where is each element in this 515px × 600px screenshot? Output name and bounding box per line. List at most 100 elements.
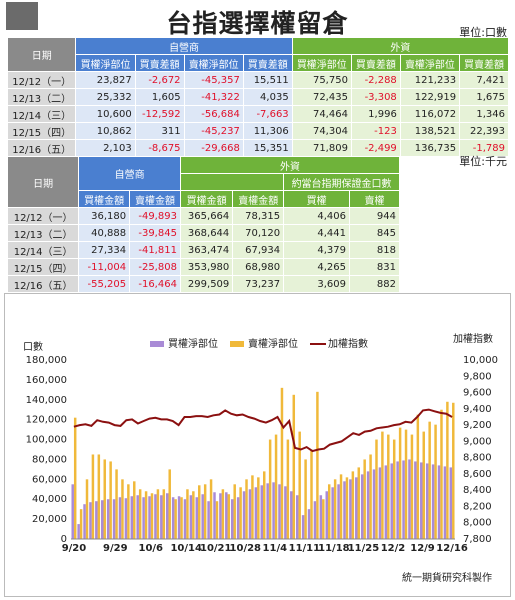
table-cell: -45,357 bbox=[183, 71, 244, 89]
table-cell: 944 bbox=[349, 207, 400, 225]
column-header: 買權 bbox=[283, 190, 351, 208]
table-cell: -55,205 bbox=[78, 275, 131, 293]
bar-put-net bbox=[339, 474, 343, 539]
y2-tick-label: 9,200 bbox=[463, 420, 492, 431]
y-tick-label: 160,000 bbox=[26, 375, 67, 386]
bar-call-net bbox=[225, 492, 228, 539]
y2-tick-label: 9,800 bbox=[463, 371, 492, 382]
bar-put-net bbox=[322, 499, 325, 539]
bar-put-net bbox=[150, 493, 154, 539]
legend-label: 買權淨部位 bbox=[168, 337, 218, 350]
y2-tick-label: 8,800 bbox=[463, 453, 492, 464]
group-header: 外資 bbox=[179, 156, 401, 174]
table-row: 12/13（二） 40,888 -39,845 368,644 70,120 4,441 8… bbox=[6, 224, 400, 242]
table-cell: 15,351 bbox=[242, 139, 293, 157]
x-tick-label: 11/18 bbox=[318, 543, 350, 554]
bar-put-net bbox=[404, 429, 408, 539]
bar-call-net bbox=[124, 498, 128, 539]
y-axis-label: 口數 bbox=[23, 340, 43, 353]
bar-call-net bbox=[248, 489, 252, 539]
bar-put-net bbox=[416, 414, 420, 539]
table-cell: 78,315 bbox=[232, 207, 285, 225]
bar-call-net bbox=[378, 467, 382, 539]
table-row: 12/12（一） 36,180 -49,893 365,664 78,315 4,406 9… bbox=[6, 207, 400, 225]
bar-put-net bbox=[127, 484, 130, 539]
x-tick-label: 9/20 bbox=[62, 543, 87, 554]
table-cell: 4,035 bbox=[242, 88, 293, 106]
table-cell: 15,511 bbox=[242, 71, 293, 89]
table-cell: 27,334 bbox=[78, 241, 131, 259]
bar-call-net bbox=[130, 496, 134, 539]
date-cell: 12/14（三） bbox=[6, 105, 77, 123]
bar-call-net bbox=[177, 496, 181, 539]
bar-call-net bbox=[307, 509, 311, 539]
group-header: 外資 bbox=[291, 37, 510, 55]
bar-put-net bbox=[387, 434, 390, 539]
table-cell: 121,233 bbox=[399, 71, 461, 89]
bar-call-net bbox=[83, 504, 86, 539]
table-cell: 10,600 bbox=[75, 105, 136, 123]
x-tick-label: 11/25 bbox=[348, 543, 380, 554]
bar-call-net bbox=[230, 499, 234, 539]
bar-put-net bbox=[292, 394, 296, 539]
chart-frame: 0 20,000 40,000 60,000 80,000 100,000 120,000 1… bbox=[4, 293, 511, 597]
table-cell: 1,675 bbox=[459, 88, 509, 106]
bar-put-net bbox=[298, 431, 301, 539]
bar-call-net bbox=[437, 465, 441, 539]
table-cell: 363,474 bbox=[179, 241, 234, 259]
table-cell: 2,103 bbox=[75, 139, 136, 157]
table-cell: -16,464 bbox=[129, 275, 181, 293]
bar-call-net bbox=[402, 460, 405, 539]
bar-call-net bbox=[355, 477, 358, 539]
bar-put-net bbox=[286, 439, 290, 539]
table-cell: 4,265 bbox=[283, 258, 351, 276]
table-cell: 116,072 bbox=[399, 105, 461, 123]
y-tick-label: 180,000 bbox=[26, 355, 67, 366]
x-tick-label: 10/21 bbox=[200, 543, 232, 554]
table-cell: 136,735 bbox=[399, 139, 461, 157]
bar-call-net bbox=[189, 495, 193, 539]
column-header: 買權金額 bbox=[179, 190, 234, 208]
bar-call-net bbox=[449, 467, 453, 539]
y-tick-label: 120,000 bbox=[26, 415, 67, 426]
table-cell: 22,393 bbox=[459, 122, 509, 140]
y-tick-label: 60,000 bbox=[32, 474, 67, 485]
y2-tick-label: 8,600 bbox=[463, 469, 492, 480]
bar-put-net bbox=[392, 439, 396, 539]
bar-put-net bbox=[73, 417, 77, 539]
bar-put-net bbox=[162, 489, 166, 539]
x-tick-label: 10/6 bbox=[138, 543, 163, 554]
date-cell: 12/12（一） bbox=[6, 207, 80, 225]
bar-put-net bbox=[221, 489, 225, 539]
bar-put-net bbox=[209, 479, 213, 539]
bar-call-net bbox=[95, 501, 98, 539]
bar-put-net bbox=[363, 459, 366, 539]
oi-chart: 0 20,000 40,000 60,000 80,000 100,000 120,000 1… bbox=[23, 332, 498, 554]
table-cell: 75,750 bbox=[291, 71, 352, 89]
bar-call-net bbox=[112, 499, 116, 539]
table-cell: 1,346 bbox=[459, 105, 509, 123]
table-cell: 11,306 bbox=[242, 122, 293, 140]
bar-put-net bbox=[422, 431, 425, 539]
table-cell: 1,605 bbox=[134, 88, 185, 106]
bar-put-net bbox=[410, 434, 414, 539]
bar-call-net bbox=[207, 501, 210, 539]
table-cell: 71,809 bbox=[291, 139, 352, 157]
bar-put-net bbox=[351, 471, 355, 539]
legend-label: 賣權淨部位 bbox=[248, 337, 298, 350]
bar-call-net bbox=[136, 495, 139, 539]
table-cell: -49,893 bbox=[129, 207, 181, 225]
table-cell: 68,980 bbox=[232, 258, 285, 276]
bar-call-net bbox=[301, 515, 305, 539]
column-header: 買賣差額 bbox=[459, 54, 509, 72]
bar-call-net bbox=[325, 491, 328, 539]
bar-call-net bbox=[77, 524, 80, 539]
bar-call-net bbox=[195, 497, 199, 539]
table-cell: 831 bbox=[349, 258, 400, 276]
bar-call-net bbox=[71, 484, 74, 539]
bar-put-net bbox=[239, 487, 242, 539]
date-cell: 12/14（三） bbox=[6, 241, 80, 259]
bar-call-net bbox=[431, 464, 435, 539]
bar-put-net bbox=[192, 491, 195, 539]
table-cell: -41,811 bbox=[129, 241, 181, 259]
